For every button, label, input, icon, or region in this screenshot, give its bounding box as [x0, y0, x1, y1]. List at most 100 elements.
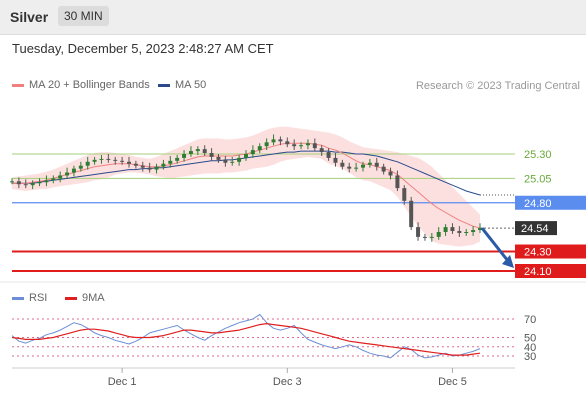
bollinger-band	[12, 126, 480, 247]
candle-body	[188, 151, 193, 154]
candle-body	[416, 227, 421, 237]
forecast-arrow-shaft	[480, 227, 510, 262]
candle-body	[99, 158, 104, 160]
candle-body	[168, 160, 173, 164]
rsi-line	[11, 313, 481, 359]
candle-body	[299, 145, 304, 147]
current-price-label: 24.54	[521, 223, 549, 235]
level-label-25.05: 25.05	[524, 173, 552, 185]
level-tag-24.10	[515, 264, 586, 278]
candle-body	[147, 167, 152, 170]
candle-body	[285, 141, 290, 145]
candle-body	[175, 157, 180, 161]
candle-body	[230, 161, 235, 163]
candle-body	[78, 165, 83, 169]
current-price-tag	[515, 221, 557, 236]
candle-body	[374, 162, 379, 167]
candle-body	[237, 157, 242, 162]
candle-body	[478, 228, 482, 231]
candle-body	[120, 160, 125, 162]
legend-9ma: 9MA	[65, 292, 105, 304]
candle-body	[16, 181, 21, 185]
candle-body	[244, 154, 248, 158]
candle-body	[30, 183, 35, 186]
candle-body	[457, 231, 462, 233]
candle-body	[340, 162, 345, 167]
legend-ma20: MA 20 + Bollinger Bands	[12, 79, 150, 91]
candle-body	[127, 161, 131, 164]
rsi-tick-70: 70	[524, 314, 536, 326]
candle-body	[271, 139, 276, 143]
candle-body	[436, 232, 441, 237]
candle-body	[450, 227, 455, 232]
candle-body	[209, 153, 214, 157]
legend-rsi: RSI	[12, 292, 47, 304]
level-label-24.30: 24.30	[524, 247, 552, 259]
candle-body	[278, 139, 283, 142]
rsi-tick-50: 50	[524, 333, 536, 345]
x-tick-label: Dec 5	[438, 376, 467, 388]
level-label-24.80: 24.80	[524, 198, 552, 210]
candle-body	[319, 148, 324, 153]
candle-body	[154, 166, 159, 170]
ma9-swatch	[65, 296, 77, 300]
candle-body	[65, 172, 70, 176]
candle-body	[464, 232, 469, 233]
credit-text: Research © 2023 Trading Central	[415, 80, 580, 92]
candle-body	[133, 163, 138, 166]
ma50-swatch	[158, 83, 170, 87]
candle-body	[182, 154, 187, 158]
legend-ma50: MA 50	[158, 79, 206, 91]
candle-body	[333, 157, 338, 163]
candle-body	[223, 159, 228, 163]
rsi-9ma-line	[11, 323, 481, 356]
timeframe-tab[interactable]: 30 MIN	[58, 6, 109, 26]
candle-body	[23, 184, 28, 186]
legend-ma50-label: MA 50	[175, 79, 207, 91]
candle-body	[402, 188, 407, 201]
instrument-title: Silver	[10, 9, 49, 25]
candle-body	[388, 171, 393, 176]
candle-body	[140, 165, 145, 168]
candle-body	[92, 159, 97, 162]
candle-body	[443, 227, 448, 232]
candle-body	[58, 175, 63, 179]
ma50-line	[12, 150, 481, 196]
candle-body	[422, 236, 427, 238]
candle-body	[85, 161, 90, 166]
candle-body	[161, 163, 166, 167]
candle-body	[257, 146, 262, 151]
rsi-swatch	[12, 296, 24, 300]
level-label-24.10: 24.10	[524, 266, 552, 278]
timestamp: Tuesday, December 5, 2023 2:48:27 AM CET	[12, 41, 274, 56]
candle-body	[381, 166, 386, 172]
widget-header: Silver 30 MIN	[0, 0, 586, 35]
candle-body	[347, 166, 352, 169]
legend-rsi-label: RSI	[29, 292, 48, 304]
candle-body	[195, 149, 200, 152]
x-tick-label: Dec 1	[108, 376, 137, 388]
candle-body	[409, 200, 414, 228]
candle-body	[44, 180, 49, 183]
forecast-arrow-head	[502, 255, 514, 268]
ma20-line	[12, 142, 481, 229]
candle-body	[216, 156, 221, 160]
rsi-tick-40: 40	[524, 342, 536, 354]
candle-body	[113, 159, 118, 161]
candle-body	[354, 167, 359, 169]
level-label-25.30: 25.30	[524, 149, 552, 161]
candle-body	[312, 143, 317, 149]
candle-body	[305, 143, 310, 146]
candle-body	[51, 178, 56, 181]
candle-body	[395, 175, 400, 189]
candle-body	[471, 230, 476, 232]
candle-body	[10, 181, 14, 183]
ma20-swatch	[12, 83, 24, 87]
candle-body	[37, 182, 42, 184]
candle-body	[202, 149, 207, 154]
level-tag-24.80	[515, 195, 586, 210]
rsi-tick-30: 30	[524, 351, 536, 363]
candle-body	[326, 152, 331, 158]
